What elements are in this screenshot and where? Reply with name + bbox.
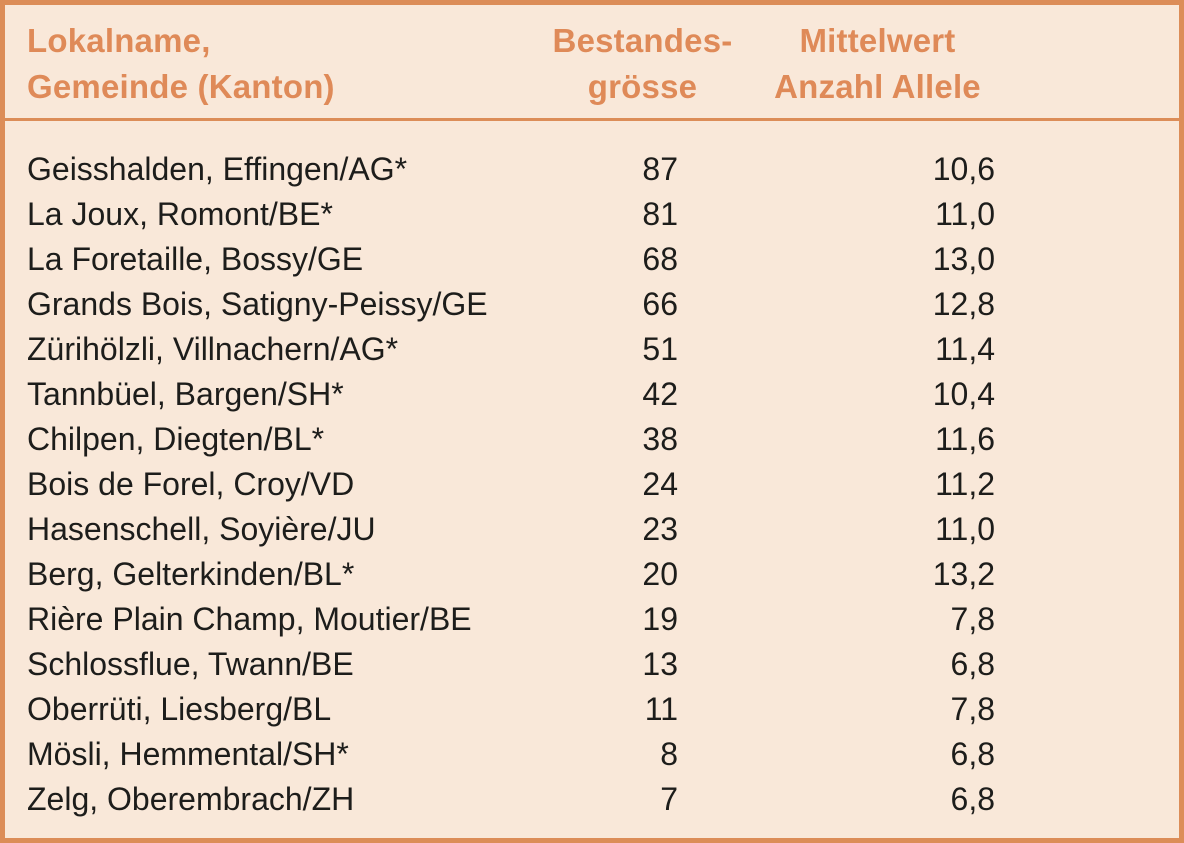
mittelwert-cell: 13,0 xyxy=(932,241,995,277)
bestandesgroesse-cell: 19 xyxy=(642,601,678,637)
table-row: Zürihölzli, Villnachern/AG* 51 11,4 xyxy=(5,327,1179,372)
bestandesgroesse-cell: 8 xyxy=(660,736,678,772)
bestandesgroesse-cell: 20 xyxy=(642,556,678,592)
table-row: Chilpen, Diegten/BL* 38 11,6 xyxy=(5,417,1179,462)
table-row: Berg, Gelterkinden/BL* 20 13,2 xyxy=(5,552,1179,597)
column-header-bestandesgroesse-line1: Bestandes- xyxy=(552,22,733,59)
mittelwert-cell: 13,2 xyxy=(932,556,995,592)
location-cell: Schlossflue, Twann/BE xyxy=(27,646,354,682)
column-header-lokalname: Lokalname, Gemeinde (Kanton) xyxy=(5,18,545,110)
table-row: Schlossflue, Twann/BE 13 6,8 xyxy=(5,642,1179,687)
location-cell: La Foretaille, Bossy/GE xyxy=(27,241,364,277)
bestandesgroesse-cell: 42 xyxy=(642,376,678,412)
table-body: Geisshalden, Effingen/AG* 87 10,6 La Jou… xyxy=(5,121,1179,822)
bestandesgroesse-cell: 68 xyxy=(642,241,678,277)
table-row: Oberrüti, Liesberg/BL 11 7,8 xyxy=(5,687,1179,732)
column-header-bestandesgroesse-line2: grösse xyxy=(587,68,698,105)
mittelwert-cell: 10,6 xyxy=(932,151,995,187)
location-cell: La Joux, Romont/BE* xyxy=(27,196,333,232)
column-header-mittelwert: Mittelwert Anzahl Allele xyxy=(740,18,1015,110)
bestandesgroesse-cell: 23 xyxy=(642,511,678,547)
mittelwert-cell: 11,2 xyxy=(935,466,995,502)
table-row: Rière Plain Champ, Moutier/BE 19 7,8 xyxy=(5,597,1179,642)
column-header-lokalname-line2: Gemeinde (Kanton) xyxy=(27,68,335,105)
location-cell: Zelg, Oberembrach/ZH xyxy=(27,781,355,817)
column-header-bestandesgroesse: Bestandes- grösse xyxy=(545,18,740,110)
location-cell: Berg, Gelterkinden/BL* xyxy=(27,556,355,592)
location-cell: Zürihölzli, Villnachern/AG* xyxy=(27,331,399,367)
mittelwert-cell: 7,8 xyxy=(950,691,995,727)
bestandesgroesse-cell: 87 xyxy=(642,151,678,187)
table-row: La Foretaille, Bossy/GE 68 13,0 xyxy=(5,237,1179,282)
mittelwert-cell: 11,4 xyxy=(935,331,995,367)
mittelwert-cell: 11,0 xyxy=(935,196,995,232)
mittelwert-cell: 7,8 xyxy=(950,601,995,637)
bestandesgroesse-cell: 24 xyxy=(642,466,678,502)
location-cell: Hasenschell, Soyière/JU xyxy=(27,511,376,547)
mittelwert-cell: 11,0 xyxy=(935,511,995,547)
column-header-mittelwert-line2: Anzahl Allele xyxy=(774,68,981,105)
mittelwert-cell: 6,8 xyxy=(950,646,995,682)
table-header: Lokalname, Gemeinde (Kanton) Bestandes- … xyxy=(5,5,1179,118)
bestandesgroesse-cell: 7 xyxy=(660,781,678,817)
mittelwert-cell: 6,8 xyxy=(950,736,995,772)
bestandesgroesse-cell: 51 xyxy=(642,331,678,367)
table-row: Zelg, Oberembrach/ZH 7 6,8 xyxy=(5,777,1179,822)
table-row: La Joux, Romont/BE* 81 11,0 xyxy=(5,192,1179,237)
table-row: Geisshalden, Effingen/AG* 87 10,6 xyxy=(5,147,1179,192)
mittelwert-cell: 6,8 xyxy=(950,781,995,817)
bestandesgroesse-cell: 11 xyxy=(644,691,678,727)
mittelwert-cell: 10,4 xyxy=(932,376,995,412)
bestandesgroesse-cell: 13 xyxy=(642,646,678,682)
location-cell: Chilpen, Diegten/BL* xyxy=(27,421,325,457)
table-row: Hasenschell, Soyière/JU 23 11,0 xyxy=(5,507,1179,552)
location-cell: Grands Bois, Satigny-Peissy/GE xyxy=(27,286,488,322)
table-row: Mösli, Hemmental/SH* 8 6,8 xyxy=(5,732,1179,777)
table-row: Bois de Forel, Croy/VD 24 11,2 xyxy=(5,462,1179,507)
mittelwert-cell: 12,8 xyxy=(932,286,995,322)
header-divider xyxy=(5,118,1179,121)
column-header-lokalname-line1: Lokalname, xyxy=(27,22,211,59)
bestandesgroesse-cell: 81 xyxy=(642,196,678,232)
location-cell: Bois de Forel, Croy/VD xyxy=(27,466,355,502)
location-cell: Oberrüti, Liesberg/BL xyxy=(27,691,332,727)
location-cell: Rière Plain Champ, Moutier/BE xyxy=(27,601,472,637)
bestandesgroesse-cell: 38 xyxy=(642,421,678,457)
column-header-mittelwert-line1: Mittelwert xyxy=(799,22,956,59)
location-cell: Tannbüel, Bargen/SH* xyxy=(27,376,344,412)
table-row: Tannbüel, Bargen/SH* 42 10,4 xyxy=(5,372,1179,417)
location-cell: Mösli, Hemmental/SH* xyxy=(27,736,349,772)
location-cell: Geisshalden, Effingen/AG* xyxy=(27,151,408,187)
mittelwert-cell: 11,6 xyxy=(935,421,995,457)
bestandesgroesse-cell: 66 xyxy=(642,286,678,322)
table-row: Grands Bois, Satigny-Peissy/GE 66 12,8 xyxy=(5,282,1179,327)
